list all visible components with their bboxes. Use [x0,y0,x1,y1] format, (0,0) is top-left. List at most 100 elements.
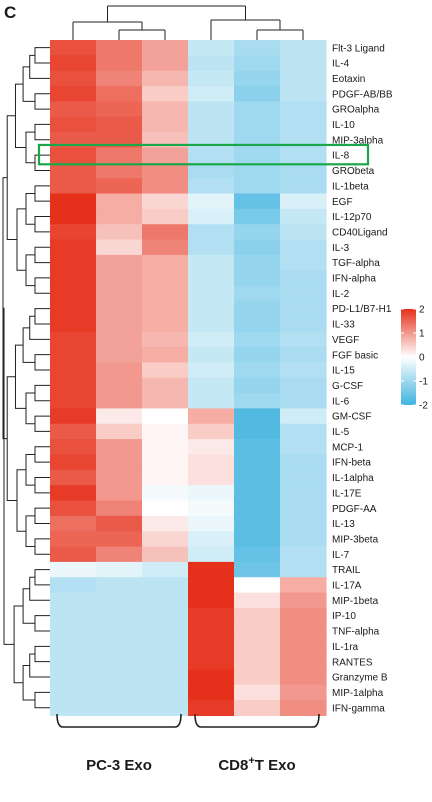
cell-vegf-col1 [50,331,97,348]
row-label-mip-1beta: MIP-1beta [332,596,379,607]
cell-fgf-basic-col1 [50,347,97,363]
row-label-ifn-gamma: IFN-gamma [332,703,385,714]
row-branch [16,208,26,271]
cell-cd40ligand-col3 [142,224,189,241]
row-label-il-2: IL-2 [332,289,350,300]
cell-gm-csf-col6 [280,408,327,425]
row-label-ifn-alpha: IFN-alpha [332,274,376,285]
row-branch [34,308,50,325]
cell-il-17a-col2 [96,577,143,594]
row-label-eotaxin: Eotaxin [332,74,365,85]
cell-gm-csf-col1 [50,408,97,425]
cell-groalpha-col5 [234,101,281,118]
row-branch [34,216,50,233]
cell-il-7-col4 [188,546,235,563]
cell-il-2-col5 [234,285,281,302]
cell-il-5-col1 [50,423,97,440]
cell-eotaxin-col6 [280,70,327,87]
group-label-2: CD8+T Exo [218,755,295,774]
cell-il-8-col3 [142,147,189,164]
cell-rantes-col3 [142,654,189,670]
cell-il-3-col3 [142,239,189,256]
cell-trail-col2 [96,561,143,578]
cell-mip-3beta-col6 [280,531,327,548]
row-labels: Flt-3 Ligand IL-4 Eotaxin PDGF-AB/BB GROalph… [332,43,393,714]
cell-il-3-col4 [188,239,235,256]
cell-g-csf-col6 [280,377,327,394]
cell-egf-col4 [188,193,235,210]
cell-mip-3beta-col2 [96,531,143,548]
cell-pdgf-aa-col4 [188,500,235,517]
cell-mip-1beta-col3 [142,592,189,609]
cell-ifn-alpha-col1 [50,270,97,287]
cell-il-15-col3 [142,362,189,379]
cell-il-17a-col1 [50,577,97,594]
cell-pd-l1-b7-h1-col3 [142,300,189,317]
cell-ip-10-col6 [280,607,327,624]
cell-rantes-col6 [280,654,327,670]
cell-mcp-1-col4 [188,439,235,456]
cell-pd-l1-b7-h1-col1 [50,300,97,317]
cell-trail-col1 [50,561,97,578]
cell-grobeta-col6 [280,162,327,179]
cell-il-15-col6 [280,362,327,379]
row-branch [22,588,35,624]
cell-il-33-col4 [188,316,235,333]
cell-il-1alpha-col3 [142,469,189,486]
row-label-tnf-alpha: TNF-alpha [332,627,380,638]
cell-il-15-col1 [50,362,97,379]
cell-g-csf-col4 [188,377,235,394]
cell-il-6-col4 [188,393,235,409]
cell-il-4-col2 [96,55,143,72]
cell-il-1ra-col2 [96,638,143,655]
cell-granzyme-b-col4 [188,669,235,686]
row-label-flt-3-ligand: Flt-3 Ligand [332,43,385,54]
cell-tgf-alpha-col4 [188,254,235,271]
cell-il-15-col4 [188,362,235,379]
cell-rantes-col5 [234,654,281,670]
cell-groalpha-col4 [188,101,235,118]
cell-ifn-gamma-col5 [234,700,281,716]
cell-pdgf-ab-bb-col3 [142,86,189,102]
cell-il-1alpha-col6 [280,469,327,486]
cell-rantes-col2 [96,654,143,670]
cell-mip-1beta-col2 [96,592,143,609]
cell-il-4-col3 [142,55,189,72]
cell-il-7-col6 [280,546,327,563]
cell-ifn-alpha-col2 [96,270,143,287]
cell-grobeta-col1 [50,162,97,179]
cell-il-8-col2 [96,147,143,164]
row-label-ip-10: IP-10 [332,611,356,622]
cell-grobeta-col5 [234,162,281,179]
cell-il-10-col4 [188,116,235,133]
cell-eotaxin-col5 [234,70,281,87]
cell-il-15-col5 [234,362,281,379]
scale-tick-label: 1 [419,329,425,340]
cell-cd40ligand-col4 [188,224,235,241]
row-branch [34,246,50,264]
cell-mcp-1-col2 [96,439,143,456]
cell-il-12p70-col1 [50,208,97,225]
row-branch [34,415,50,432]
cell-il-2-col2 [96,285,143,302]
heatmap-cells [50,40,327,716]
row-label-g-csf: G-CSF [332,381,363,392]
cell-il-10-col2 [96,116,143,133]
cell-ifn-beta-col1 [50,454,97,471]
cell-il-15-col2 [96,362,143,379]
cell-il-5-col2 [96,423,143,440]
cell-pdgf-ab-bb-col1 [50,86,97,102]
cell-pd-l1-b7-h1-col4 [188,300,235,317]
cell-tnf-alpha-col3 [142,623,189,640]
cell-mip-3beta-col1 [50,531,97,548]
cell-g-csf-col2 [96,377,143,394]
cell-il-7-col5 [234,546,281,563]
row-label-ifn-beta: IFN-beta [332,458,371,469]
cell-il-1beta-col5 [234,178,281,195]
cell-ifn-beta-col5 [234,454,281,471]
cell-il-7-col1 [50,546,97,563]
row-branch [25,193,35,225]
cell-il-13-col6 [280,515,327,532]
cell-il-1beta-col1 [50,178,97,195]
cell-pd-l1-b7-h1-col5 [234,300,281,317]
